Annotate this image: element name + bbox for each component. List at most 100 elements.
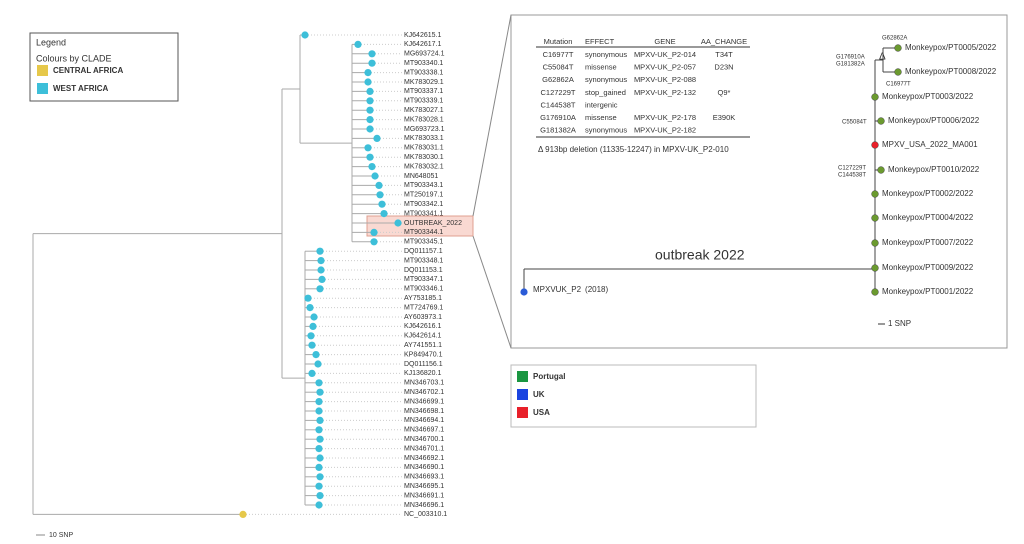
leaf-label: MN346695.1 [404,483,444,490]
inset-tip [894,68,902,76]
leaf-label: MK783032.1 [404,163,444,170]
leaf-label: KJ642614.1 [404,333,441,340]
tip [315,379,323,387]
tip [366,106,374,114]
inset-leaf-label: Monkeypox/PT0005/2022 [905,43,997,52]
inset-tip [871,264,879,272]
tip [316,285,324,293]
inset-tip [877,166,885,174]
leaf-label: KJ642615.1 [404,32,441,39]
scale-label: 10 SNP [49,532,73,539]
country-swatch [517,389,528,400]
leaf-label: MK783029.1 [404,79,444,86]
tip [354,40,362,49]
inset-tip [871,239,879,247]
leaf-label: MT903345.1 [404,239,443,246]
leaf-label: MN648051 [404,173,438,180]
leaf-label: NC_003310.1 [404,511,447,518]
tip [315,407,323,415]
leaf-label: MN346692.1 [404,455,444,462]
table-header: EFFECT [585,37,615,46]
mutation-label: G62862A [882,36,907,42]
tip [316,247,324,255]
tip [315,426,323,434]
table-header: Mutation [544,37,573,46]
table-header: GENE [654,37,675,46]
leaf-label: MT903347.1 [404,276,443,283]
tip [310,313,318,321]
tip [316,473,324,481]
tip [239,510,247,518]
leaf-label: MN346697.1 [404,427,444,434]
leaf-label: MT903338.1 [404,69,443,76]
tip [316,454,324,462]
table-cell: synonymous [585,50,627,59]
inset-leaf-label: Monkeypox/PT0001/2022 [882,287,974,296]
mutation-label: C144538T [838,173,866,179]
tip [364,69,372,77]
tip [316,435,324,443]
inset-scale-label: 1 SNP [888,319,911,328]
table-cell: C16977T [543,50,574,59]
tip [368,163,376,171]
tip [308,341,316,349]
tip [364,78,372,86]
tip [318,275,326,283]
country-label: USA [533,408,550,417]
tip [378,200,386,208]
tip [375,181,383,189]
tip [317,266,325,274]
tip [316,492,324,500]
leaf-label: DQ011156.1 [404,361,443,368]
leaf-label: MK783028.1 [404,116,444,123]
leaf-label: MT250197.1 [404,192,443,199]
leaf-label: KJ642616.1 [404,323,441,330]
mutation-label: G176910A [836,55,865,61]
inset-tip [871,288,879,296]
tip [315,501,323,509]
leaf-label: DQ011153.1 [404,267,443,274]
leaf-label: MG693724.1 [404,51,445,58]
leaf-label: MT903339.1 [404,98,443,105]
tip [315,482,323,490]
leaf-label: MN346698.1 [404,408,444,415]
leaf-label: MT903337.1 [404,88,443,95]
tip [308,369,316,377]
table-cell: MPXV-UK_P2-088 [634,75,696,84]
tip [370,238,378,246]
tip [366,125,374,133]
table-cell: C55084T [543,63,574,72]
tip [373,134,381,142]
inset-tip [871,93,879,101]
leaf-label: MT903348.1 [404,257,443,264]
inset-leaf-label: Monkeypox/PT0004/2022 [882,213,974,222]
country-swatch [517,407,528,418]
table-header: AA_CHANGE [701,37,747,46]
table-cell: Q9* [718,88,731,97]
legend-subtitle: Colours by CLADE [36,53,112,63]
table-cell: MPXV-UK_P2-014 [634,50,696,59]
tip [380,210,388,218]
leaf-label: MT903341.1 [404,210,443,217]
leaf-label: MK783031.1 [404,145,444,152]
inset-leaf-label: Monkeypox/PT0009/2022 [882,263,974,272]
inset-title: outbreak 2022 [655,247,745,263]
tip [371,172,379,180]
country-swatch [517,371,528,382]
zoom-line [472,14,512,217]
leaf-label: MG693723.1 [404,126,445,133]
mutation-label: C16977T [886,82,911,88]
inset-box [510,14,1008,349]
leaf-label: MT903340.1 [404,60,443,67]
leaf-label: AY753185.1 [404,295,442,302]
leaf-label: MN346691.1 [404,492,444,499]
leaf-label: MN346690.1 [404,464,444,471]
inset-tip [894,44,902,52]
legend-title: Legend [36,37,66,47]
leaf-label: MK783030.1 [404,154,444,161]
table-cell: synonymous [585,75,627,84]
leaf-label: MN346701.1 [404,445,444,452]
mutation-label: G181382A [836,62,865,68]
mutation-label: C127229T [838,166,866,172]
tip [315,463,323,471]
